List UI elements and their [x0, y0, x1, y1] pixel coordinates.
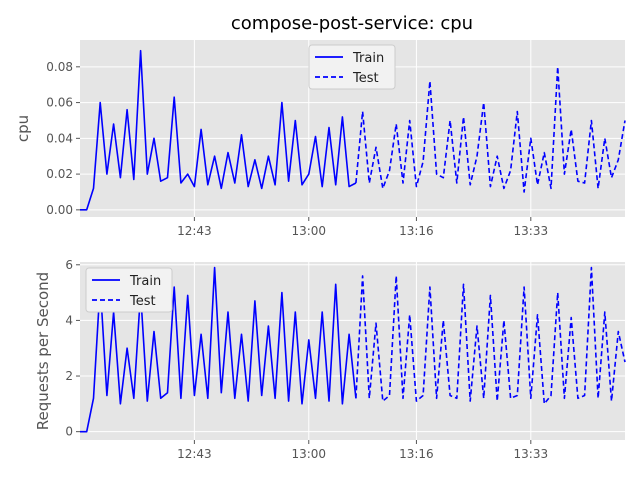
legend-label-train: Train [352, 51, 384, 66]
x-tick-label: 12:43 [177, 224, 212, 238]
legend-label-test: Test [352, 71, 379, 86]
x-tick-label: 13:16 [399, 447, 434, 461]
x-tick-label: 13:00 [291, 224, 326, 238]
y-tick-label: 0.06 [46, 96, 73, 110]
top-chart-title: compose-post-service: cpu [231, 13, 473, 34]
y-tick-label: 0.08 [46, 60, 73, 74]
series-line-test [355, 66, 626, 193]
cpu-plot: 12:43 13:00 13:16 13:33 0.00 0.02 0.04 0.06 0.08… [14, 40, 626, 238]
y-tick-label: 6 [65, 258, 73, 272]
x-tick-label: 13:33 [514, 447, 549, 461]
legend-box [85, 267, 173, 313]
x-tick-label: 12:43 [177, 447, 212, 461]
x-tick-label: 13:00 [291, 447, 326, 461]
y-axis-label: Requests per Second [34, 272, 52, 430]
y-tick-label: 2 [65, 369, 73, 383]
series-line-train [80, 49, 357, 211]
legend: Train Test [308, 44, 396, 90]
series-line-test [355, 266, 626, 405]
legend-label-test: Test [129, 294, 156, 309]
x-tick-label: 13:16 [399, 224, 434, 238]
requests-plot: 12:43 13:00 13:16 13:33 0 2 4 6 Requests per Sec… [34, 258, 626, 461]
y-axis-label: cpu [14, 115, 32, 142]
y-tick-label: 0.04 [46, 131, 73, 145]
y-tick-label: 0.02 [46, 167, 73, 181]
y-tick-label: 0.00 [46, 203, 73, 217]
y-tick-label: 0 [65, 425, 73, 439]
legend: Train Test [85, 267, 173, 313]
x-tick-label: 13:33 [514, 224, 549, 238]
legend-box [308, 44, 396, 90]
series-line-train [80, 266, 357, 433]
legend-label-train: Train [129, 274, 161, 289]
y-tick-label: 4 [65, 313, 73, 327]
